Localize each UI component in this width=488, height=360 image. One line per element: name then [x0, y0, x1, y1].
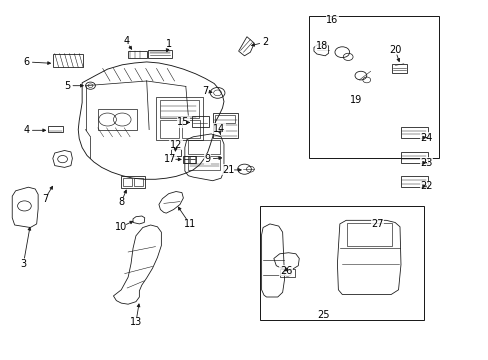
Text: 23: 23	[419, 158, 432, 168]
Bar	[53, 54, 83, 67]
Text: 16: 16	[325, 15, 338, 25]
Bar	[346, 223, 391, 246]
Text: 13: 13	[129, 317, 142, 327]
Text: 14: 14	[212, 124, 225, 134]
Bar	[160, 120, 179, 138]
Bar	[98, 109, 137, 130]
Bar	[215, 115, 234, 123]
Bar	[128, 51, 146, 58]
Bar	[184, 156, 189, 159]
Text: 18: 18	[315, 41, 327, 51]
Bar	[391, 64, 406, 73]
Bar	[400, 176, 427, 187]
Bar	[123, 178, 132, 186]
Text: 11: 11	[183, 219, 196, 229]
Text: 8: 8	[118, 197, 124, 207]
Bar	[182, 120, 200, 138]
Bar	[260, 206, 423, 320]
Bar	[48, 126, 62, 132]
Bar	[190, 159, 195, 163]
Text: 5: 5	[64, 81, 70, 91]
Text: 7: 7	[42, 194, 48, 204]
Text: 12: 12	[169, 140, 182, 150]
Bar	[212, 113, 238, 138]
Bar	[188, 140, 220, 154]
Bar	[147, 50, 172, 58]
Bar	[184, 159, 189, 163]
Bar	[160, 100, 198, 118]
Bar	[190, 156, 195, 159]
Text: 19: 19	[349, 95, 362, 105]
Bar	[171, 149, 181, 156]
Text: 24: 24	[419, 132, 432, 143]
Bar	[279, 269, 295, 277]
Bar	[191, 116, 208, 127]
Bar	[121, 176, 144, 188]
Bar	[400, 152, 427, 163]
Text: 20: 20	[388, 45, 401, 55]
Bar	[400, 127, 427, 138]
Text: 25: 25	[317, 310, 329, 320]
Bar	[183, 156, 196, 163]
Text: 21: 21	[222, 165, 235, 175]
Bar	[308, 16, 438, 158]
Text: 27: 27	[370, 219, 383, 229]
Text: 4: 4	[123, 36, 129, 46]
Text: 22: 22	[419, 181, 432, 191]
Bar	[156, 97, 203, 140]
Text: 7: 7	[202, 86, 208, 96]
Text: 15: 15	[177, 117, 189, 127]
Text: 4: 4	[24, 125, 30, 135]
Text: 2: 2	[262, 37, 267, 47]
Text: 17: 17	[163, 154, 176, 164]
Bar	[134, 178, 142, 186]
Text: 26: 26	[279, 266, 292, 276]
Text: 6: 6	[24, 57, 30, 67]
Bar	[188, 156, 220, 170]
Text: 3: 3	[20, 258, 26, 269]
Text: 9: 9	[204, 154, 210, 164]
Text: 1: 1	[165, 39, 171, 49]
Text: 10: 10	[115, 222, 127, 232]
